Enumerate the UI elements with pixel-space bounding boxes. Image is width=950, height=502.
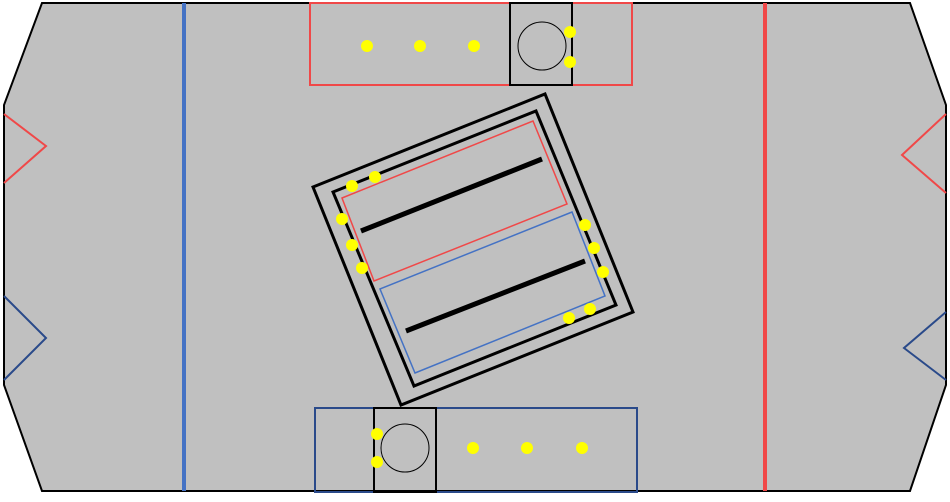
ball bbox=[467, 442, 479, 454]
top-storage-box bbox=[309, 2, 633, 86]
center-platform bbox=[311, 92, 635, 407]
bottom-storage-box bbox=[314, 407, 638, 493]
ball bbox=[584, 303, 596, 315]
ball bbox=[346, 239, 358, 251]
bottom-goal-circle bbox=[380, 423, 430, 473]
top-storage bbox=[309, 2, 633, 86]
ball bbox=[336, 213, 348, 225]
right-red-marker bbox=[900, 113, 947, 194]
ball bbox=[361, 40, 373, 52]
platform-inner bbox=[331, 109, 618, 388]
red-pad-bar bbox=[360, 156, 543, 234]
platform-outer bbox=[311, 92, 635, 407]
field-outline bbox=[3, 2, 947, 492]
ball bbox=[356, 262, 368, 274]
ball bbox=[369, 171, 381, 183]
left-red-marker bbox=[3, 113, 48, 184]
ball bbox=[597, 266, 609, 278]
ball bbox=[468, 40, 480, 52]
ball bbox=[579, 219, 591, 231]
ball bbox=[371, 456, 383, 468]
ball bbox=[576, 442, 588, 454]
ball bbox=[564, 26, 576, 38]
top-goal-circle bbox=[517, 21, 567, 71]
ball bbox=[564, 56, 576, 68]
top-goal-box bbox=[509, 2, 573, 86]
bottom-goal-box bbox=[373, 407, 437, 493]
ball bbox=[588, 242, 600, 254]
left-navy-marker bbox=[3, 295, 48, 381]
ball bbox=[521, 442, 533, 454]
ball bbox=[371, 428, 383, 440]
blue-pad bbox=[379, 211, 606, 374]
red-pad bbox=[341, 120, 568, 282]
ball bbox=[563, 312, 575, 324]
ball bbox=[346, 180, 358, 192]
ball bbox=[414, 40, 426, 52]
blue-pad-bar bbox=[405, 258, 586, 334]
right-navy-marker bbox=[902, 311, 947, 381]
bottom-storage bbox=[314, 407, 638, 493]
